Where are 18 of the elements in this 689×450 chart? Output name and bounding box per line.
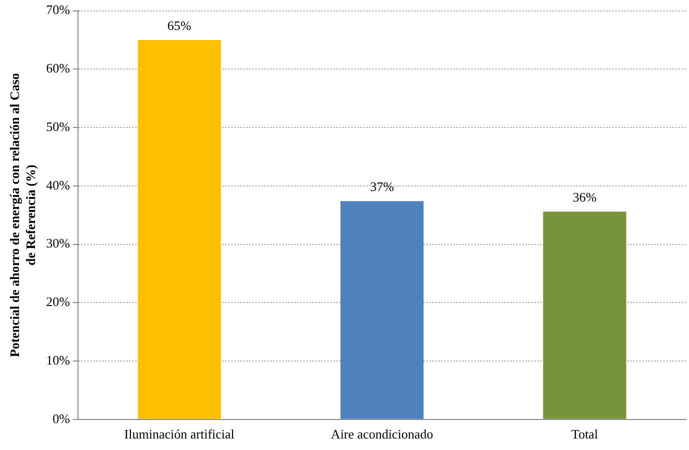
bar [340, 201, 424, 419]
x-tick-label: Aire acondicionado [330, 426, 434, 442]
data-label: 65% [167, 18, 192, 33]
y-axis-title: Potencial de ahorro de energía con relación al Caso de Referencia (%) [7, 73, 38, 358]
x-tick-label: Total [571, 426, 598, 442]
y-tick-label: 70% [46, 2, 70, 18]
y-tick-label: 0% [52, 410, 70, 426]
y-tick-label: 40% [46, 177, 70, 192]
y-tick-label: 60% [46, 60, 70, 76]
y-tick-label: 10% [46, 352, 70, 368]
bar [138, 40, 221, 419]
x-tick-label: Iluminación artificial [124, 426, 235, 442]
y-tick-label: 20% [46, 294, 70, 310]
data-label: 37% [370, 179, 394, 194]
bar [543, 212, 626, 419]
y-tick-label: 50% [46, 118, 70, 134]
data-label: 36% [572, 190, 597, 205]
y-tick-label: 30% [46, 236, 70, 251]
